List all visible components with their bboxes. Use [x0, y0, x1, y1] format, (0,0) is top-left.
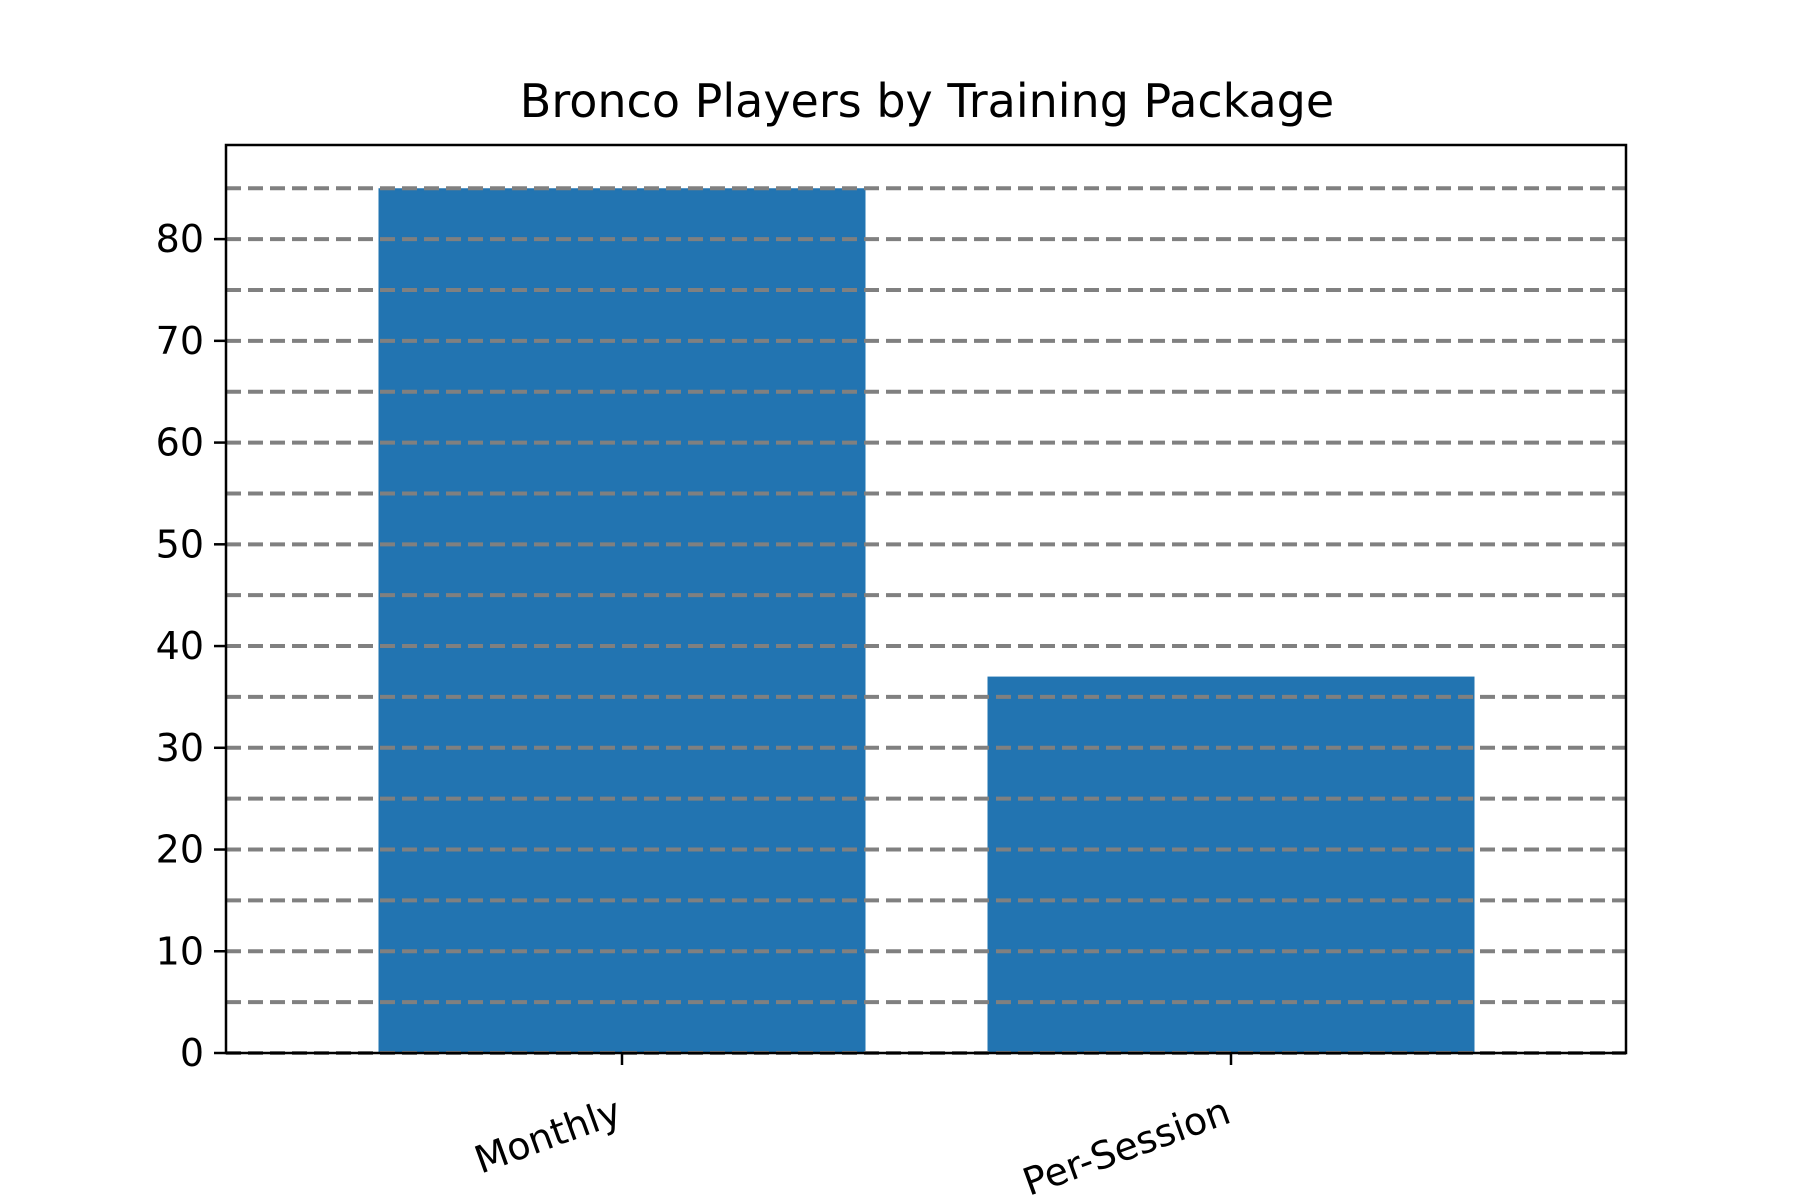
- x-axis-ticks: Monthly Per-Session: [469, 1053, 1236, 1200]
- y-tick-label: 50: [156, 522, 204, 566]
- plot-frame: [224, 143, 1628, 1055]
- y-tick-label: 80: [156, 217, 204, 261]
- y-tick-label: 0: [180, 1031, 204, 1075]
- y-tick-label: 40: [156, 624, 204, 668]
- x-tick-label: Monthly: [469, 1089, 627, 1182]
- y-axis-ticks: 0 10 20 30 40 50 60 70 80: [156, 217, 226, 1075]
- y-tick-label: 70: [156, 319, 204, 363]
- bar-per-session: [987, 676, 1475, 1053]
- bars: [226, 186, 1626, 1055]
- y-tick-label: 20: [156, 828, 204, 872]
- chart-title: Bronco Players by Training Package: [520, 74, 1334, 128]
- bar-monthly: [378, 188, 866, 1053]
- y-tick-label: 60: [156, 421, 204, 465]
- x-tick-label: Per-Session: [1017, 1089, 1236, 1200]
- y-tick-label: 10: [156, 929, 204, 973]
- y-tick-label: 30: [156, 726, 204, 770]
